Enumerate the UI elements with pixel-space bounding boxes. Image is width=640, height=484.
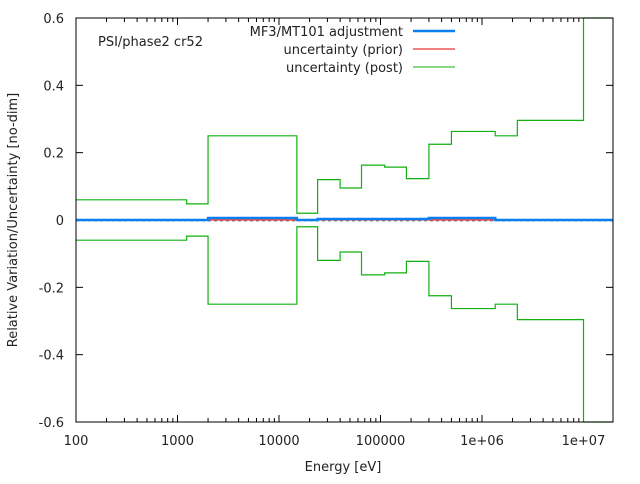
annotation-label: PSI/phase2 cr52 bbox=[98, 35, 203, 50]
y-axis-label: Relative Variation/Uncertainty [no-dim] bbox=[6, 93, 21, 348]
legend: MF3/MT101 adjustment uncertainty (prior) u… bbox=[250, 25, 455, 76]
y-tick-label: -0.6 bbox=[39, 416, 64, 431]
y-tick-label: 0.2 bbox=[43, 147, 64, 162]
series-post-lower bbox=[76, 226, 613, 423]
x-axis-label: Energy [eV] bbox=[305, 460, 382, 475]
legend-label: MF3/MT101 adjustment bbox=[250, 25, 403, 40]
x-tick-label: 100 bbox=[64, 434, 89, 449]
axis-ticks bbox=[75, 17, 613, 423]
legend-label: uncertainty (prior) bbox=[284, 43, 403, 58]
series-adjustment bbox=[76, 216, 613, 222]
x-tick-label: 100000 bbox=[356, 434, 406, 449]
x-tick-label: 1e+07 bbox=[562, 434, 606, 449]
y-tick-label: -0.2 bbox=[39, 281, 64, 296]
plot-frame bbox=[75, 17, 614, 423]
legend-label: uncertainty (post) bbox=[286, 61, 403, 76]
y-tick-label: 0.4 bbox=[43, 79, 64, 94]
y-tick-label: 0 bbox=[56, 214, 64, 229]
y-tick-label: 0.6 bbox=[43, 12, 64, 27]
y-tick-label: -0.4 bbox=[39, 349, 64, 364]
series-layer bbox=[76, 17, 613, 423]
x-tick-labels: 100 1000 10000 100000 1e+06 1e+07 bbox=[64, 434, 606, 449]
x-tick-label: 10000 bbox=[258, 434, 299, 449]
y-tick-labels: 0.6 0.4 0.2 0 -0.2 -0.4 -0.6 bbox=[39, 12, 64, 431]
x-tick-label: 1e+06 bbox=[460, 434, 504, 449]
x-tick-label: 1000 bbox=[161, 434, 194, 449]
series-post-upper bbox=[76, 17, 613, 214]
